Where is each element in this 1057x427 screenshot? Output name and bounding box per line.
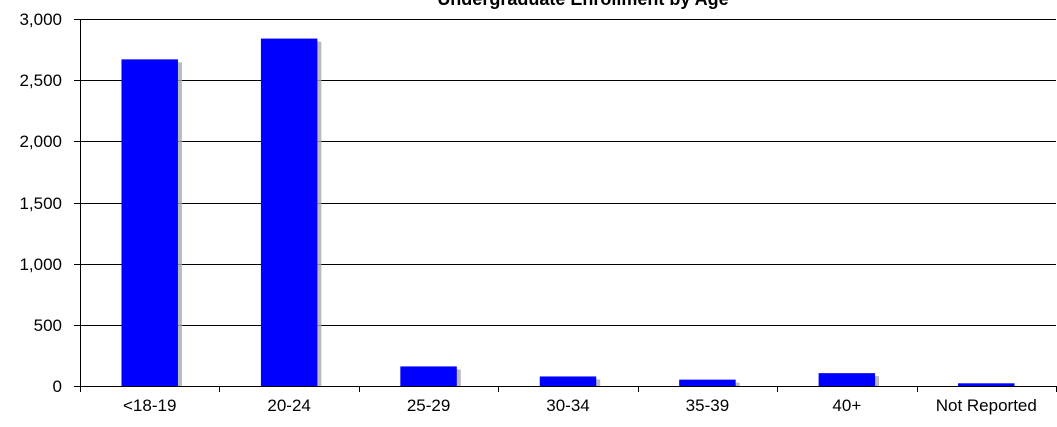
bar <box>400 366 457 386</box>
y-tick-label: 2,500 <box>19 71 62 90</box>
y-tick-label: 1,000 <box>19 255 62 274</box>
x-tick-label: 35-39 <box>686 396 729 415</box>
y-tick-label: 1,500 <box>19 194 62 213</box>
x-tick-label: 20-24 <box>267 396 310 415</box>
y-tick-label: 500 <box>34 316 62 335</box>
x-tick-label: Not Reported <box>936 396 1037 415</box>
bar <box>539 376 597 386</box>
y-axis-ticks: 0 500 1,000 1,500 2,000 2,500 3,000 <box>19 10 80 396</box>
x-tick-label: 30-34 <box>546 396 589 415</box>
bar <box>818 373 876 386</box>
x-tick-label: 25-29 <box>407 396 450 415</box>
chart-title: Undergraduate Enrollment by Age <box>437 0 728 9</box>
y-tick-label: 2,000 <box>19 132 62 151</box>
x-tick-label: 40+ <box>832 396 861 415</box>
x-tick-label: <18-19 <box>123 396 176 415</box>
bar <box>958 383 1015 386</box>
bar <box>121 59 178 387</box>
x-axis-ticks: <18-19 20-24 25-29 30-34 35-39 40+ Not Reporte… <box>80 386 1057 415</box>
y-tick-label: 3,000 <box>19 10 62 29</box>
gridlines <box>80 19 1056 326</box>
y-tick-label: 0 <box>53 377 62 396</box>
bar <box>260 38 318 386</box>
axes <box>80 19 1056 387</box>
bar <box>679 379 736 386</box>
bars <box>121 38 1015 387</box>
